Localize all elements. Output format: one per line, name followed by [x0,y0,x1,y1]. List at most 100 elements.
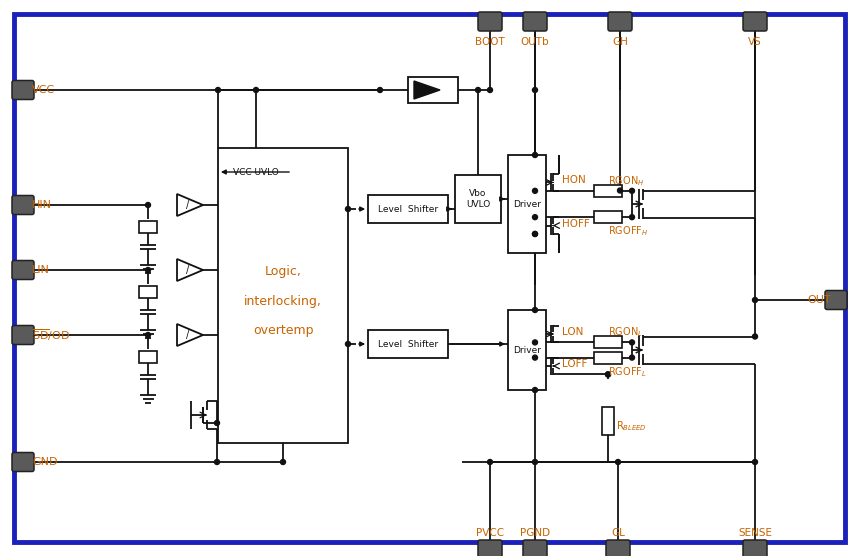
Bar [139,221,157,233]
Text: /: / [186,330,190,340]
Text: RGOFF$_L$: RGOFF$_L$ [608,365,647,379]
Text: GH: GH [612,37,628,47]
Text: OUTb: OUTb [521,37,549,47]
Circle shape [533,188,538,193]
Circle shape [533,340,538,345]
Text: R$_{BLEED}$: R$_{BLEED}$ [616,419,647,433]
Circle shape [618,188,623,193]
Bar [408,77,458,103]
Circle shape [533,459,538,464]
Text: RGON$_H$: RGON$_H$ [608,174,644,188]
Bar [594,211,622,223]
FancyBboxPatch shape [478,12,502,31]
Circle shape [377,87,382,92]
Text: interlocking,: interlocking, [244,295,322,308]
Circle shape [533,87,538,92]
Circle shape [606,372,611,377]
FancyBboxPatch shape [478,540,502,556]
Text: OUT: OUT [807,295,831,305]
FancyBboxPatch shape [606,540,630,556]
Bar [455,175,501,223]
Bar [508,155,546,253]
FancyBboxPatch shape [12,453,34,471]
Text: VCC UVLO: VCC UVLO [233,167,279,176]
Text: overtemp: overtemp [253,324,314,337]
Circle shape [488,459,492,464]
Circle shape [630,215,635,220]
Text: LIN: LIN [32,265,50,275]
Circle shape [533,231,538,236]
Text: HOFF: HOFF [562,219,590,229]
Circle shape [488,87,492,92]
Text: UVLO: UVLO [466,200,490,209]
Text: RGON$_L$: RGON$_L$ [608,325,643,339]
Text: LON: LON [562,327,583,337]
FancyBboxPatch shape [743,540,767,556]
Circle shape [752,459,758,464]
Circle shape [630,340,635,345]
Circle shape [752,334,758,339]
Bar [218,148,348,443]
Circle shape [630,355,635,360]
Bar [139,286,157,298]
Circle shape [215,420,220,425]
Text: HON: HON [562,176,586,186]
FancyBboxPatch shape [523,540,547,556]
Text: LOFF: LOFF [562,359,588,369]
FancyBboxPatch shape [12,81,34,100]
FancyBboxPatch shape [825,290,847,310]
Text: HIN: HIN [32,200,52,210]
Text: GND: GND [32,457,58,467]
Bar [220,160,292,184]
Circle shape [606,372,611,377]
Circle shape [533,152,538,157]
Circle shape [145,332,150,337]
Circle shape [253,87,259,92]
Circle shape [345,341,350,346]
FancyBboxPatch shape [12,325,34,345]
Text: Driver: Driver [513,345,541,355]
Circle shape [476,87,480,92]
Circle shape [345,206,350,211]
Circle shape [533,231,538,236]
Circle shape [216,87,221,92]
Polygon shape [414,81,440,99]
Text: PGND: PGND [520,528,550,538]
Text: /: / [186,265,190,275]
Text: RGOFF$_H$: RGOFF$_H$ [608,224,649,238]
Bar [594,351,622,364]
Bar [139,351,157,363]
Bar [508,310,546,390]
Text: SENSE: SENSE [738,528,772,538]
Text: VCC: VCC [32,85,55,95]
Text: /: / [186,200,190,210]
Text: Level  Shifter: Level Shifter [378,340,438,349]
Text: Level  Shifter: Level Shifter [378,205,438,214]
Bar [602,406,614,435]
Circle shape [215,459,220,464]
Text: BOOT: BOOT [475,37,505,47]
Circle shape [533,355,538,360]
Bar [368,195,448,223]
Bar [368,330,448,358]
Text: VS: VS [748,37,762,47]
Circle shape [533,388,538,393]
Circle shape [145,202,150,207]
FancyBboxPatch shape [608,12,632,31]
Circle shape [145,267,150,272]
Circle shape [533,307,538,312]
Text: Logic,: Logic, [265,265,302,279]
Circle shape [630,188,635,193]
FancyBboxPatch shape [12,261,34,280]
Text: Driver: Driver [513,200,541,208]
Text: Vbo: Vbo [469,188,487,198]
Text: GL: GL [611,528,625,538]
Bar [594,336,622,349]
Circle shape [616,459,620,464]
Circle shape [752,297,758,302]
Text: PVCC: PVCC [476,528,504,538]
Circle shape [281,459,285,464]
Circle shape [533,215,538,220]
FancyBboxPatch shape [12,196,34,215]
FancyBboxPatch shape [523,12,547,31]
